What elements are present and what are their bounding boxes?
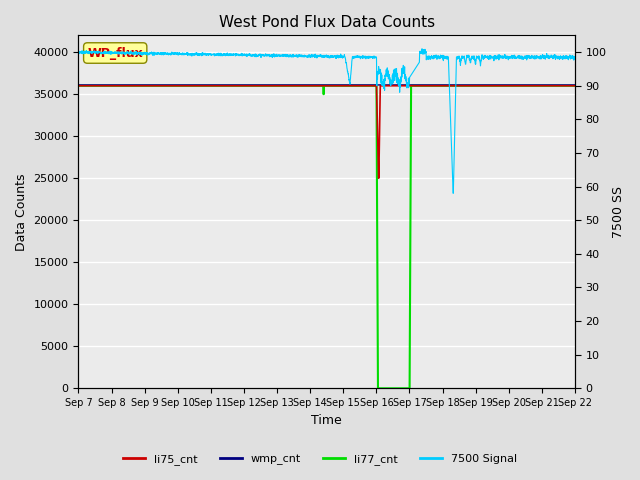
Text: WP_flux: WP_flux [87,47,143,60]
Y-axis label: 7500 SS: 7500 SS [612,186,625,238]
Legend: li75_cnt, wmp_cnt, li77_cnt, 7500 Signal: li75_cnt, wmp_cnt, li77_cnt, 7500 Signal [118,450,522,469]
Y-axis label: Data Counts: Data Counts [15,173,28,251]
Title: West Pond Flux Data Counts: West Pond Flux Data Counts [219,15,435,30]
X-axis label: Time: Time [311,414,342,427]
